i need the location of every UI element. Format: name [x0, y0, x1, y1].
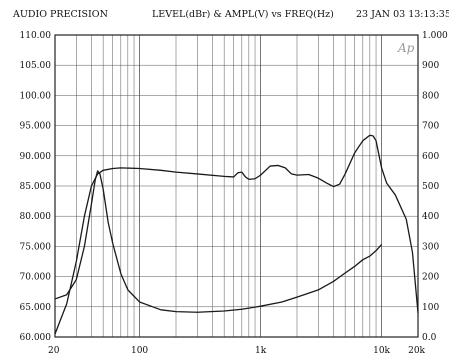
x-tick-label: 20k [408, 346, 425, 356]
y-right-tick-label: 0.0 [422, 333, 437, 343]
y-left-tick-label: 75.000 [20, 242, 52, 252]
series-layer [54, 134, 419, 335]
tick-labels: 60.000 65.000 70.000 75.000 80.000 85.000 90.0… [20, 31, 449, 356]
y-left-tick-label: 95.000 [20, 122, 52, 132]
y-right-tick-label: 600 [422, 152, 439, 162]
y-left-tick-label: 110.00 [20, 31, 52, 41]
y-left-tick-label: 85.000 [20, 182, 52, 192]
header-instrument: AUDIO PRECISION [13, 9, 108, 20]
x-tick-label: 100 [131, 346, 148, 356]
header-timestamp: 23 JAN 03 13:13:35 [356, 9, 449, 20]
header-axes-description: LEVEL(dBr) & AMPL(V) vs FREQ(Hz) [152, 9, 334, 20]
y-left-tick-label: 80.000 [20, 212, 52, 222]
y-right-tick-label: 400 [422, 212, 439, 222]
y-right-tick-label: 300 [422, 242, 439, 252]
grid [55, 35, 418, 337]
x-tick-label: 10k [373, 346, 390, 356]
y-right-tick-label: 100 [422, 303, 439, 313]
y-right-tick-label: 700 [422, 122, 439, 132]
y-right-tick-label: 200 [422, 273, 439, 283]
plot-frame [54, 34, 419, 338]
x-tick-label: 1k [255, 346, 267, 356]
series-line-2 [54, 170, 383, 313]
series-line-1 [54, 134, 419, 335]
y-left-tick-label: 105.00 [20, 61, 52, 71]
y-right-tick-label: 500 [422, 182, 439, 192]
y-left-tick-label: 60.000 [20, 333, 52, 343]
y-right-tick-label: 800 [422, 91, 439, 101]
y-left-tick-label: 100.00 [20, 91, 52, 101]
y-right-tick-label: 1.000 [422, 31, 448, 41]
x-tick-label: 20 [48, 346, 60, 356]
y-right-tick-label: 900 [422, 61, 439, 71]
y-left-tick-label: 90.000 [20, 152, 52, 162]
y-left-tick-label: 70.000 [20, 273, 52, 283]
ap-logo: Ap [397, 41, 415, 55]
y-left-tick-label: 65.000 [20, 303, 52, 313]
